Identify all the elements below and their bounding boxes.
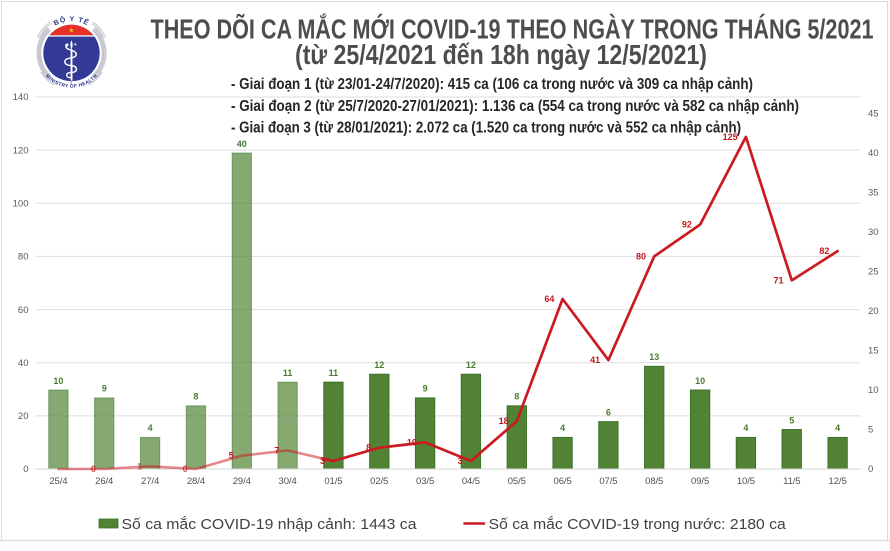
svg-text:82: 82 (819, 246, 829, 256)
svg-text:30/4: 30/4 (279, 476, 297, 487)
svg-text:25: 25 (868, 267, 879, 278)
svg-text:Số ca mắc COVID-19 trong nước:: Số ca mắc COVID-19 trong nước: 2180 ca (489, 516, 787, 533)
svg-text:05/5: 05/5 (508, 476, 526, 487)
svg-text:- Giai đoạn 2 (từ 25/7/2020-27: - Giai đoạn 2 (từ 25/7/2020-27/01/2021):… (231, 98, 799, 115)
svg-text:9: 9 (423, 384, 428, 394)
svg-text:25/4: 25/4 (49, 476, 67, 487)
svg-text:12/5: 12/5 (829, 476, 847, 487)
svg-text:80: 80 (636, 251, 646, 261)
svg-text:35: 35 (868, 188, 879, 199)
svg-text:04/5: 04/5 (462, 476, 480, 487)
svg-text:1: 1 (137, 461, 142, 471)
svg-text:10: 10 (868, 385, 879, 396)
svg-text:4: 4 (835, 423, 840, 433)
svg-text:06/5: 06/5 (554, 476, 572, 487)
svg-text:01/5: 01/5 (324, 476, 342, 487)
svg-text:60: 60 (18, 305, 29, 316)
svg-text:40: 40 (868, 148, 879, 159)
svg-text:07/5: 07/5 (599, 476, 617, 487)
svg-text:12: 12 (374, 360, 384, 370)
svg-text:18: 18 (499, 416, 509, 426)
svg-text:45: 45 (868, 109, 879, 120)
svg-text:120: 120 (13, 145, 29, 156)
svg-text:10: 10 (53, 376, 63, 386)
svg-text:0: 0 (23, 464, 28, 475)
svg-text:20: 20 (18, 411, 29, 422)
svg-text:02/5: 02/5 (370, 476, 388, 487)
svg-text:15: 15 (868, 346, 879, 357)
svg-text:11: 11 (329, 368, 339, 378)
svg-text:7: 7 (274, 445, 279, 455)
svg-text:4: 4 (743, 423, 748, 433)
svg-text:92: 92 (682, 220, 692, 230)
svg-text:6: 6 (606, 407, 611, 417)
svg-text:0: 0 (868, 464, 873, 475)
svg-text:3: 3 (320, 456, 325, 466)
svg-text:40: 40 (237, 139, 247, 149)
svg-text:0: 0 (183, 464, 188, 474)
svg-text:64: 64 (544, 294, 554, 304)
svg-text:140: 140 (13, 92, 29, 103)
svg-text:5: 5 (229, 451, 234, 461)
svg-text:08/5: 08/5 (645, 476, 663, 487)
svg-text:26/4: 26/4 (95, 476, 113, 487)
svg-text:9: 9 (102, 384, 107, 394)
svg-text:11/5: 11/5 (783, 476, 800, 487)
svg-text:5: 5 (789, 415, 794, 425)
svg-text:0: 0 (91, 464, 96, 474)
svg-text:40: 40 (18, 358, 29, 369)
svg-text:Số ca mắc COVID-19 nhập cảnh:: Số ca mắc COVID-19 nhập cảnh: 1443 ca (122, 516, 418, 533)
svg-text:20: 20 (868, 306, 879, 317)
svg-text:27/4: 27/4 (141, 476, 159, 487)
svg-text:100: 100 (13, 199, 29, 210)
svg-text:03/5: 03/5 (416, 476, 434, 487)
svg-text:3: 3 (458, 456, 463, 466)
svg-text:10: 10 (695, 376, 705, 386)
svg-text:11: 11 (283, 368, 293, 378)
svg-text:8: 8 (193, 392, 198, 402)
svg-text:71: 71 (773, 275, 783, 285)
svg-text:30: 30 (868, 227, 879, 238)
svg-text:- Giai đoạn 1 (từ 23/01-24/7/2: - Giai đoạn 1 (từ 23/01-24/7/2020): 415 … (231, 76, 753, 93)
svg-text:10/5: 10/5 (737, 476, 755, 487)
svg-text:13: 13 (649, 352, 659, 362)
svg-text:4: 4 (148, 423, 153, 433)
svg-text:29/4: 29/4 (233, 476, 251, 487)
svg-text:8: 8 (514, 392, 519, 402)
svg-text:12: 12 (466, 360, 476, 370)
svg-text:10: 10 (407, 437, 417, 447)
svg-text:41: 41 (590, 355, 600, 365)
svg-text:(từ 25/4/2021 đến 18h ngày 12/: (từ 25/4/2021 đến 18h ngày 12/5/2021) (295, 39, 707, 70)
svg-text:4: 4 (560, 423, 565, 433)
svg-text:5: 5 (868, 425, 873, 436)
svg-text:80: 80 (18, 252, 29, 263)
svg-text:28/4: 28/4 (187, 476, 205, 487)
svg-text:8: 8 (366, 443, 371, 453)
svg-text:09/5: 09/5 (691, 476, 709, 487)
svg-text:- Giai đoạn 3 (từ 28/01/2021):: - Giai đoạn 3 (từ 28/01/2021): 2.072 ca … (231, 120, 741, 137)
